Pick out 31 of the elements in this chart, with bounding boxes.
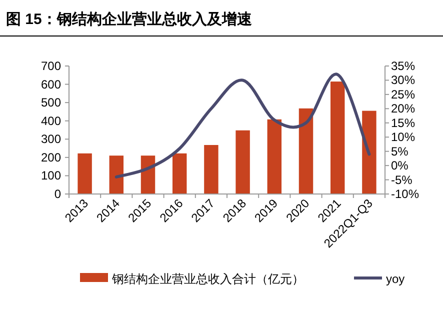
y2-tick-label: 10%	[391, 130, 416, 144]
bar	[330, 82, 345, 194]
y-tick-label: 600	[40, 77, 62, 92]
bar	[362, 110, 376, 194]
y2-tick-label: 20%	[391, 102, 416, 116]
chart-title: 图 15：钢结构企业营业总收入及增速	[6, 11, 253, 28]
y-tick-label: 200	[40, 150, 62, 164]
legend-label: 钢结构企业营业总收入合计（亿元）	[111, 272, 304, 286]
y2-tick-label: 35%	[391, 59, 416, 73]
y-tick-label: 300	[40, 132, 62, 146]
y-tick-label: 100	[40, 168, 62, 183]
y2-tick-label: 30%	[391, 73, 416, 88]
line-series	[114, 72, 371, 178]
y2-tick-label: 5%	[391, 144, 409, 158]
bar	[109, 156, 124, 194]
y-tick-label: 500	[40, 96, 62, 110]
y2-tick-label: -10%	[391, 187, 420, 201]
legend-label: yoy	[386, 272, 405, 286]
y-tick-label: 700	[40, 59, 62, 73]
y-tick-label: 400	[40, 114, 62, 128]
bar	[172, 153, 187, 194]
bar	[78, 153, 92, 194]
y2-tick-label: 0%	[391, 158, 409, 173]
y2-tick-label: 25%	[391, 87, 416, 102]
y-tick-label: 0	[54, 187, 62, 201]
bar	[204, 144, 218, 194]
bar	[298, 108, 314, 194]
y2-tick-label: 15%	[391, 116, 416, 130]
bar	[267, 119, 282, 194]
bar	[236, 130, 250, 194]
y2-tick-label: -5%	[391, 172, 413, 187]
